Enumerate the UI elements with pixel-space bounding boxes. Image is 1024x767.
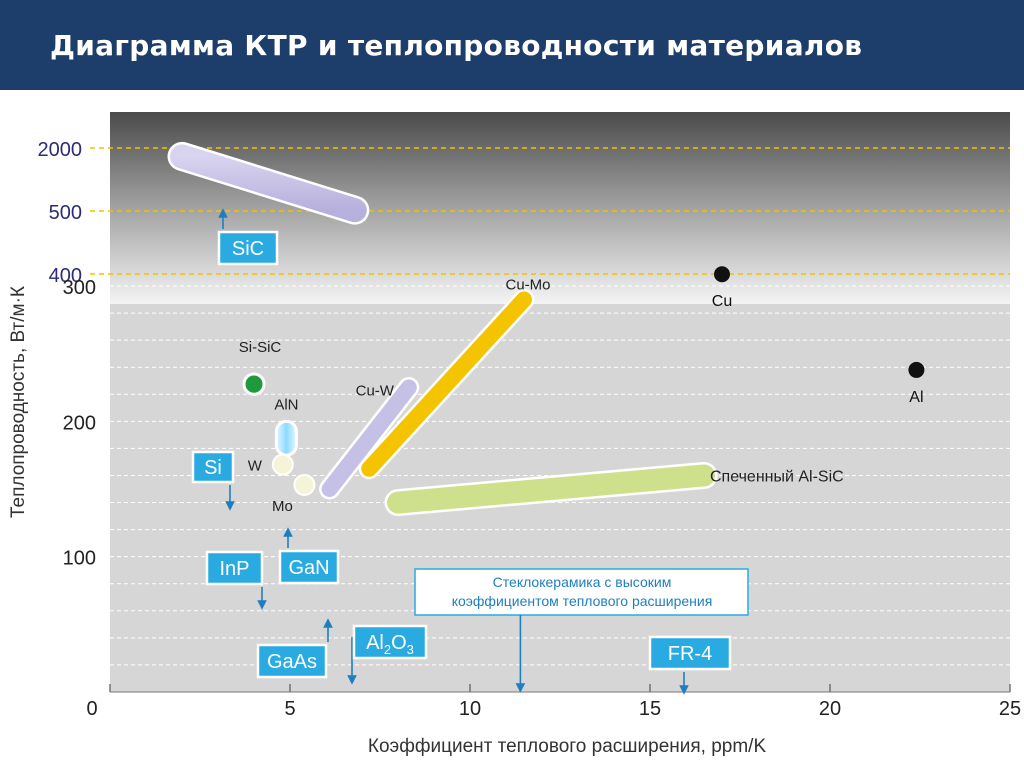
upper-band-bg [110, 112, 1010, 304]
cu-w-band [321, 379, 417, 498]
y-tick-label-high: 500 [49, 202, 82, 224]
si-sic-label: Si-SiC [239, 339, 282, 356]
slide-title: Диаграмма КТР и теплопроводности материа… [50, 28, 863, 62]
y-axis-title: Теплопроводность, Вт/м·К [8, 286, 29, 518]
cu-mo-label: Cu-Mo [505, 277, 550, 294]
inp-label-box [205, 550, 264, 586]
fr4-label-box [648, 635, 732, 671]
mo-point [293, 473, 316, 496]
glass-ceramic-line1: Стеклокерамика с высоким [493, 574, 672, 590]
title-bar: Диаграмма КТР и теплопроводности материа… [0, 0, 1024, 90]
al2o3-label: Al2O3 [366, 632, 414, 657]
al-sic-band [387, 464, 715, 514]
gan-label: GaN [288, 557, 329, 579]
y-tick-label: 200 [63, 412, 96, 434]
gaas-label: GaAs [267, 651, 317, 673]
si-sic-region [242, 372, 266, 396]
w-label: W [248, 458, 263, 475]
fr4-label: FR-4 [668, 643, 712, 665]
inp-label: InP [219, 558, 249, 580]
al-sic-label: Спеченный Al-SiC [710, 468, 844, 485]
si-label: Si [204, 457, 222, 479]
gan-label-box [278, 549, 340, 585]
cu-mo-band [361, 291, 532, 477]
x-axis-title: Коэффициент теплового расширения, ppm/K [368, 736, 767, 757]
x-tick-label: 10 [459, 698, 481, 720]
gaas-label-box [256, 643, 328, 679]
y-tick-label: 300 [63, 277, 96, 299]
cte-thermal-chart: 400 500 2000 100 200 300 0 5 10 15 20 25 Коэффициент… [8, 112, 1021, 757]
x-tick-label: 5 [284, 698, 295, 720]
x-tick-label: 20 [819, 698, 841, 720]
glass-ceramic-line2: коэффициентом теплового расширения [452, 593, 713, 609]
gridlines [90, 147, 1010, 666]
cu-label: Cu [712, 293, 732, 310]
al2o3-label-box [352, 624, 428, 660]
y-tick-label: 100 [63, 548, 96, 570]
w-point [271, 453, 294, 476]
diamond-band [170, 144, 367, 223]
x-tick-label: 0 [86, 698, 97, 720]
al-label: Al [909, 389, 923, 406]
al-point [908, 361, 925, 378]
sic-label: SiC [232, 238, 264, 260]
aln-region [274, 419, 298, 457]
axes: 400 500 2000 100 200 300 0 5 10 15 20 25 Коэффициент… [8, 139, 1021, 757]
x-tick-label: 25 [999, 698, 1021, 720]
mo-label: Mo [272, 498, 293, 515]
cu-point [714, 266, 730, 283]
chart-labels: Si-SiC AlN W Mo Cu Al Cu-W Cu-Mo Спеченный Al-Si… [204, 238, 923, 673]
cu-w-label: Cu-W [356, 383, 395, 400]
chart-marks [167, 141, 925, 695]
x-tick-label: 15 [639, 698, 661, 720]
aln-label: AlN [274, 396, 298, 413]
y-tick-label-high: 400 [49, 265, 82, 287]
y-tick-label-high: 2000 [38, 139, 83, 161]
sic-label-box [217, 230, 279, 266]
si-label-box [191, 450, 235, 484]
glass-ceramic-box [414, 568, 749, 616]
